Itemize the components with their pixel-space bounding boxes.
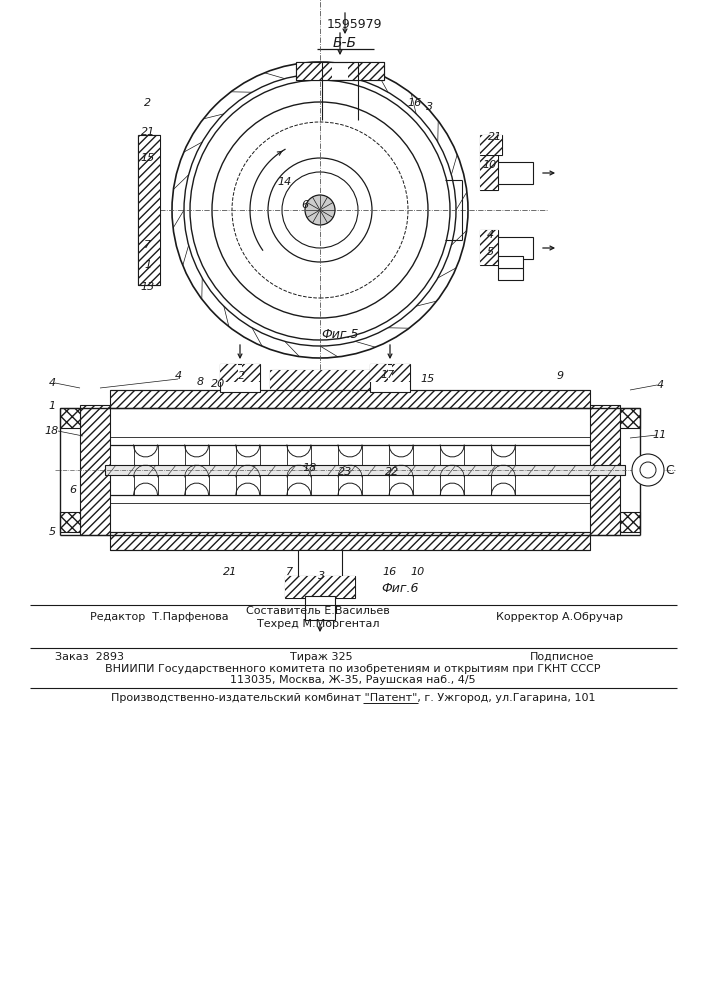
- Text: 10: 10: [483, 160, 497, 170]
- Bar: [110, 532, 590, 550]
- Text: Техред М.Моргентал: Техред М.Моргентал: [257, 619, 379, 629]
- Text: 16: 16: [383, 567, 397, 577]
- Bar: [60, 408, 80, 428]
- Circle shape: [172, 62, 468, 358]
- Text: Заказ  2893: Заказ 2893: [55, 652, 124, 662]
- Bar: [498, 162, 533, 184]
- Bar: [220, 364, 238, 382]
- Bar: [392, 364, 410, 382]
- Bar: [296, 62, 332, 80]
- Circle shape: [190, 80, 450, 340]
- Text: Б-Б: Б-Б: [333, 36, 357, 50]
- Bar: [370, 364, 410, 392]
- Bar: [590, 405, 620, 535]
- Text: С: С: [665, 464, 674, 477]
- Text: ВНИИПИ Государственного комитета по изобретениям и открытиям при ГКНТ СССР: ВНИИПИ Государственного комитета по изоб…: [105, 664, 601, 674]
- Bar: [285, 576, 355, 598]
- Text: Редактор  Т.Парфенова: Редактор Т.Парфенова: [90, 612, 228, 622]
- Text: 3: 3: [318, 571, 325, 581]
- Text: 8: 8: [197, 377, 204, 387]
- Text: 21: 21: [223, 567, 237, 577]
- Text: 15: 15: [421, 374, 435, 384]
- Text: 5: 5: [49, 527, 56, 537]
- Text: Тираж 325: Тираж 325: [290, 652, 353, 662]
- Text: Фиг.6: Фиг.6: [381, 582, 419, 594]
- Text: 18: 18: [45, 426, 59, 436]
- Text: 3: 3: [426, 102, 433, 112]
- Circle shape: [184, 74, 456, 346]
- Bar: [242, 364, 260, 382]
- Text: 5: 5: [486, 247, 493, 257]
- Text: 17: 17: [381, 370, 395, 380]
- Text: 9: 9: [556, 371, 563, 381]
- Bar: [305, 596, 335, 620]
- Text: 2: 2: [238, 371, 245, 381]
- Text: 7: 7: [286, 567, 293, 577]
- Bar: [480, 230, 498, 265]
- Circle shape: [268, 158, 372, 262]
- Bar: [105, 465, 625, 475]
- Text: 7: 7: [144, 240, 151, 250]
- Text: 4: 4: [175, 371, 182, 381]
- Bar: [320, 576, 355, 598]
- Text: 4: 4: [486, 230, 493, 240]
- Text: 113035, Москва, Ж-35, Раушская наб., 4/5: 113035, Москва, Ж-35, Раушская наб., 4/5: [230, 675, 476, 685]
- Circle shape: [282, 172, 358, 248]
- Bar: [138, 135, 160, 285]
- Bar: [138, 135, 160, 285]
- Text: 1595979: 1595979: [326, 18, 382, 31]
- Text: 4: 4: [49, 378, 56, 388]
- Bar: [498, 237, 533, 259]
- Bar: [480, 135, 502, 155]
- Bar: [480, 135, 502, 155]
- Bar: [498, 256, 523, 268]
- Text: 11: 11: [653, 430, 667, 440]
- Bar: [498, 268, 523, 280]
- Text: 1: 1: [49, 401, 56, 411]
- Bar: [370, 364, 388, 382]
- Bar: [60, 512, 80, 532]
- Text: 18: 18: [303, 463, 317, 473]
- Circle shape: [232, 122, 408, 298]
- Text: 6: 6: [301, 200, 308, 210]
- Text: 16: 16: [408, 98, 422, 108]
- Text: Подписное: Подписное: [530, 652, 595, 662]
- Circle shape: [640, 462, 656, 478]
- Bar: [348, 62, 384, 80]
- Text: 15: 15: [141, 153, 155, 163]
- Circle shape: [212, 102, 428, 318]
- Text: 20: 20: [211, 379, 225, 389]
- Bar: [620, 512, 640, 532]
- Bar: [320, 370, 370, 392]
- Bar: [620, 408, 640, 428]
- Text: 23: 23: [338, 467, 352, 477]
- Text: Корректор А.Обручар: Корректор А.Обручар: [496, 612, 624, 622]
- Bar: [285, 576, 320, 598]
- Bar: [110, 390, 590, 408]
- Text: 22: 22: [385, 467, 399, 477]
- Text: Производственно-издательский комбинат "Патент", г. Ужгород, ул.Гагарина, 101: Производственно-издательский комбинат "П…: [111, 693, 595, 703]
- Bar: [296, 62, 384, 80]
- Text: 14: 14: [278, 177, 292, 187]
- Text: 13: 13: [141, 282, 155, 292]
- Text: 4: 4: [656, 380, 664, 390]
- Bar: [298, 550, 342, 578]
- Text: 6: 6: [69, 485, 76, 495]
- Text: 21: 21: [488, 132, 502, 142]
- Text: 21: 21: [141, 127, 155, 137]
- Text: Фиг.5: Фиг.5: [321, 328, 358, 342]
- Bar: [270, 370, 370, 392]
- Circle shape: [632, 454, 664, 486]
- Bar: [480, 230, 498, 265]
- Bar: [80, 405, 110, 535]
- Text: Составитель Е.Васильев: Составитель Е.Васильев: [246, 606, 390, 616]
- Bar: [480, 155, 498, 190]
- Bar: [220, 364, 260, 392]
- Text: 1: 1: [144, 260, 151, 270]
- Text: 10: 10: [411, 567, 425, 577]
- Bar: [480, 155, 498, 190]
- Text: 2: 2: [144, 98, 151, 108]
- Circle shape: [305, 195, 335, 225]
- Bar: [270, 370, 320, 392]
